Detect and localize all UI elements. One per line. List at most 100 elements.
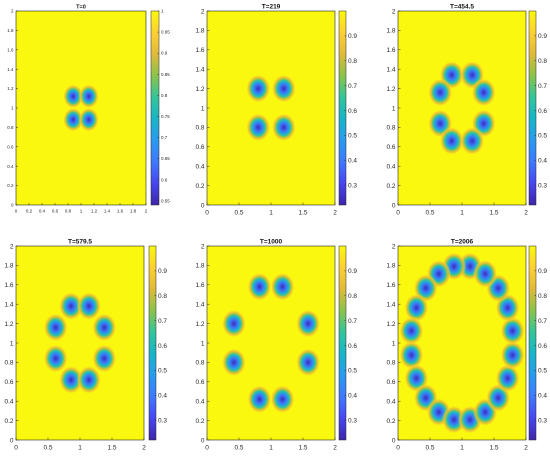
spot-6 — [92, 344, 117, 373]
colorbar-tick-label: 0.8 — [161, 93, 168, 98]
x-tick-label: 1 — [78, 445, 82, 452]
spots-layer — [428, 61, 496, 155]
spot-5 — [221, 348, 246, 377]
colorbar-tick-label: 0.8 — [158, 293, 167, 300]
y-tick-label: 1.8 — [4, 263, 13, 270]
x-tick-label: 2 — [524, 210, 528, 217]
spot-4 — [92, 313, 117, 342]
spot-17 — [500, 316, 525, 345]
x-tick-label: 2 — [524, 445, 528, 452]
panel-title: T=0 — [76, 5, 86, 11]
spot-3 — [428, 78, 453, 107]
y-tick-label: 0.2 — [386, 183, 395, 190]
colorbar — [339, 246, 346, 440]
colorbar-tick-label: 0.9 — [348, 268, 357, 275]
spot-8 — [76, 365, 101, 394]
colorbar-tick-label: 0.6 — [161, 177, 168, 182]
x-tick-label: 0.5 — [234, 445, 243, 452]
spot-1 — [63, 84, 84, 109]
panel-6: 0 0.5 1 1.5 2 0 0.2 0.4 0.6 0.8 1 1.2 1.4 1.6 1.8 2 T=20… — [386, 239, 547, 452]
colorbar-tick-label: 1 — [161, 9, 164, 14]
colorbar-tick-label: 0.9 — [158, 268, 167, 275]
y-tick-label: 1.8 — [195, 263, 204, 270]
x-tick-label: 2 — [333, 445, 337, 452]
colorbar-tick-label: 0.95 — [161, 30, 170, 35]
colorbar-frame — [150, 10, 160, 206]
colorbar-tick-label: 0.5 — [348, 368, 357, 375]
colorbar-tick-label: 0.8 — [348, 58, 357, 65]
y-tick-label: 0.4 — [4, 398, 13, 405]
y-tick-label: 0.8 — [7, 125, 14, 130]
x-tick-label: 1 — [269, 210, 273, 217]
x-tick-label: 0.8 — [65, 209, 72, 214]
y-tick-label: 1.2 — [195, 86, 204, 93]
panel-title: T=2006 — [451, 239, 474, 246]
colorbar-tick-label: 0.6 — [348, 108, 357, 115]
colorbar-tick-label: 0.9 — [538, 33, 547, 40]
x-tick-label: 0 — [396, 210, 400, 217]
colorbar-tick-label: 0.9 — [161, 51, 168, 56]
spot-7 — [59, 365, 84, 394]
y-tick-label: 1.8 — [386, 28, 395, 35]
colorbar-tick-label: 0.7 — [538, 318, 547, 325]
colorbar-tick-label: 0.7 — [538, 83, 547, 90]
colorbar-tick-label: 0.3 — [538, 182, 547, 189]
x-tick-label: 1 — [269, 445, 273, 452]
y-tick-label: 1.8 — [195, 28, 204, 35]
colorbar-tick-label: 0.55 — [161, 198, 170, 203]
y-tick-label: 0 — [201, 437, 205, 444]
spot-8 — [270, 385, 295, 414]
y-tick-label: 0.4 — [386, 163, 395, 170]
spot-2 — [271, 74, 296, 103]
spots-layer — [63, 84, 99, 132]
field-background — [207, 246, 335, 440]
field-background — [16, 11, 146, 205]
x-tick-label: 1.5 — [489, 210, 498, 217]
panel-title: T=219 — [262, 4, 281, 11]
y-tick-label: 0.6 — [4, 379, 13, 386]
y-tick-label: 0.6 — [386, 379, 395, 386]
x-tick-label: 1.5 — [298, 210, 307, 217]
x-tick-label: 2 — [333, 210, 337, 217]
spots-layer — [221, 272, 321, 414]
y-tick-label: 0.6 — [195, 379, 204, 386]
colorbar-tick-label: 0.4 — [538, 158, 547, 165]
spot-4 — [471, 78, 496, 107]
y-tick-label: 1.2 — [195, 321, 204, 328]
colorbar-tick-label: 0.5 — [348, 133, 357, 140]
colorbar-tick-label: 0.8 — [538, 293, 547, 300]
field-background — [207, 11, 335, 205]
y-tick-label: 0.2 — [7, 183, 14, 188]
x-tick-label: 1.5 — [489, 445, 498, 452]
colorbar-tick-label: 0.6 — [158, 343, 167, 350]
y-tick-label: 1.6 — [386, 282, 395, 289]
y-tick-label: 1.2 — [7, 86, 14, 91]
y-tick-label: 1.6 — [4, 282, 13, 289]
spot-1 — [59, 292, 84, 321]
colorbar-frame — [338, 10, 347, 206]
panel-title: T=454.5 — [450, 4, 474, 11]
panel-title: T=1000 — [260, 239, 283, 246]
spot-5 — [43, 344, 68, 373]
x-tick-label: 0 — [396, 445, 400, 452]
colorbar-tick-label: 0.9 — [348, 33, 357, 40]
spots-layer — [246, 74, 296, 142]
x-tick-label: 0.4 — [39, 209, 46, 214]
y-tick-label: 1.4 — [386, 301, 395, 308]
y-tick-label: 2 — [392, 243, 396, 250]
spot-1 — [247, 272, 272, 301]
spot-4 — [296, 309, 321, 338]
colorbar-tick-label: 0.6 — [538, 343, 547, 350]
y-tick-label: 1 — [10, 340, 14, 347]
colorbar-tick-label: 0.7 — [348, 83, 357, 90]
x-tick-label: 0.5 — [234, 210, 243, 217]
y-tick-label: 0.2 — [195, 183, 204, 190]
y-tick-label: 0 — [392, 202, 396, 209]
x-tick-label: 1.2 — [91, 209, 98, 214]
y-tick-label: 1.8 — [7, 28, 14, 33]
x-tick-label: 1 — [80, 209, 83, 214]
colorbar-frame — [148, 245, 157, 441]
y-tick-label: 2 — [201, 243, 205, 250]
panel-3: 0 0.5 1 1.5 2 0 0.2 0.4 0.6 0.8 1 1.2 1.4 1.6 1.8 2 T=45… — [386, 4, 547, 217]
y-tick-label: 0 — [11, 203, 14, 208]
